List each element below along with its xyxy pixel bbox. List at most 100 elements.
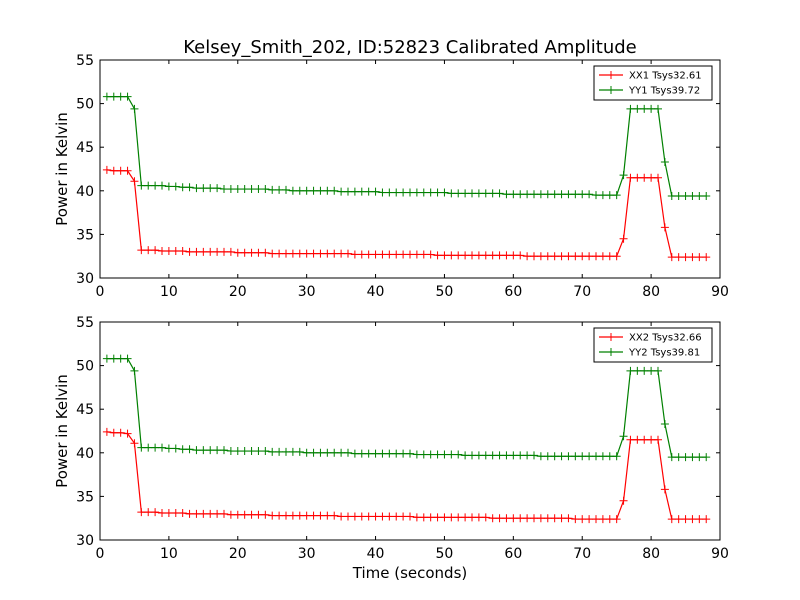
data-point	[226, 247, 235, 256]
data-point	[171, 182, 180, 191]
data-point	[158, 246, 166, 255]
y-axis-title: Power in Kelvin	[53, 112, 71, 226]
data-point	[247, 447, 256, 456]
data-point	[275, 447, 284, 456]
data-point	[619, 171, 628, 180]
data-point	[130, 104, 139, 113]
data-point	[144, 181, 153, 190]
data-point	[461, 451, 470, 460]
data-point	[282, 249, 290, 258]
data-point	[316, 511, 325, 520]
data-point	[474, 513, 483, 522]
data-point	[330, 448, 339, 457]
data-point	[454, 513, 463, 522]
data-point	[144, 508, 153, 517]
data-point	[295, 186, 304, 195]
data-point	[536, 190, 545, 199]
data-point	[350, 250, 359, 259]
data-point	[158, 443, 166, 452]
data-point	[598, 515, 607, 524]
data-point	[461, 251, 470, 260]
data-point	[702, 453, 711, 462]
data-point	[640, 435, 649, 444]
y-axis-title: Power in Kelvin	[53, 374, 71, 488]
legend-label-1: XX1 Tsys32.61	[629, 71, 702, 82]
data-point	[619, 496, 628, 505]
data-point	[674, 453, 683, 462]
y-tick-label: 55	[76, 53, 94, 69]
data-point	[316, 186, 325, 195]
series-1	[102, 427, 711, 524]
data-point	[426, 513, 435, 522]
data-point	[185, 247, 194, 256]
data-point	[330, 511, 339, 520]
data-point	[598, 252, 607, 261]
data-point	[412, 250, 421, 259]
data-point	[488, 251, 497, 260]
data-point	[523, 190, 532, 199]
data-point	[605, 515, 614, 524]
data-point	[495, 251, 504, 260]
data-point	[447, 450, 456, 459]
data-point	[605, 252, 614, 261]
data-point	[309, 511, 318, 520]
data-point	[516, 451, 525, 460]
data-point	[633, 173, 642, 182]
data-point	[302, 186, 311, 195]
data-point	[302, 511, 311, 520]
data-point	[481, 451, 490, 460]
data-point	[288, 511, 297, 520]
data-point	[288, 249, 297, 258]
data-point	[261, 510, 270, 519]
data-point	[385, 512, 394, 521]
data-point	[447, 513, 456, 522]
data-point	[240, 510, 249, 519]
data-point	[109, 428, 118, 437]
data-point	[564, 252, 573, 261]
x-tick-label: 80	[642, 284, 660, 300]
data-point	[240, 248, 249, 257]
data-point	[612, 515, 621, 524]
y-tick-label: 40	[76, 184, 94, 200]
data-point	[536, 252, 545, 261]
data-point	[516, 190, 525, 199]
axes-frame	[99, 321, 721, 541]
data-point	[220, 247, 228, 256]
data-point	[185, 509, 194, 518]
data-point	[392, 512, 401, 521]
data-point	[688, 192, 697, 201]
data-point	[523, 514, 532, 523]
data-point	[130, 439, 139, 448]
data-point	[626, 173, 635, 182]
data-point	[702, 515, 711, 524]
data-point	[619, 234, 628, 243]
data-point	[667, 192, 676, 201]
data-point	[399, 188, 408, 197]
data-point	[102, 427, 111, 436]
data-point	[323, 511, 332, 520]
data-point	[399, 512, 408, 521]
data-point	[344, 512, 352, 521]
data-point	[640, 104, 649, 113]
data-point	[488, 451, 497, 460]
data-point	[688, 515, 697, 524]
data-point	[178, 508, 187, 517]
y-tick-label: 55	[76, 315, 94, 331]
data-point	[695, 192, 704, 201]
data-point	[502, 251, 511, 260]
data-point	[571, 452, 580, 461]
data-point	[468, 189, 476, 198]
data-point	[233, 510, 242, 519]
data-point	[605, 452, 614, 461]
data-point	[509, 514, 518, 523]
data-point	[364, 187, 373, 196]
data-point	[647, 366, 656, 375]
data-point	[171, 508, 180, 517]
data-point	[654, 104, 662, 113]
data-point	[268, 447, 277, 456]
data-point	[130, 177, 139, 186]
data-point	[164, 246, 173, 255]
data-point	[543, 514, 552, 523]
data-point	[350, 187, 359, 196]
x-tick-label: 50	[436, 546, 454, 562]
